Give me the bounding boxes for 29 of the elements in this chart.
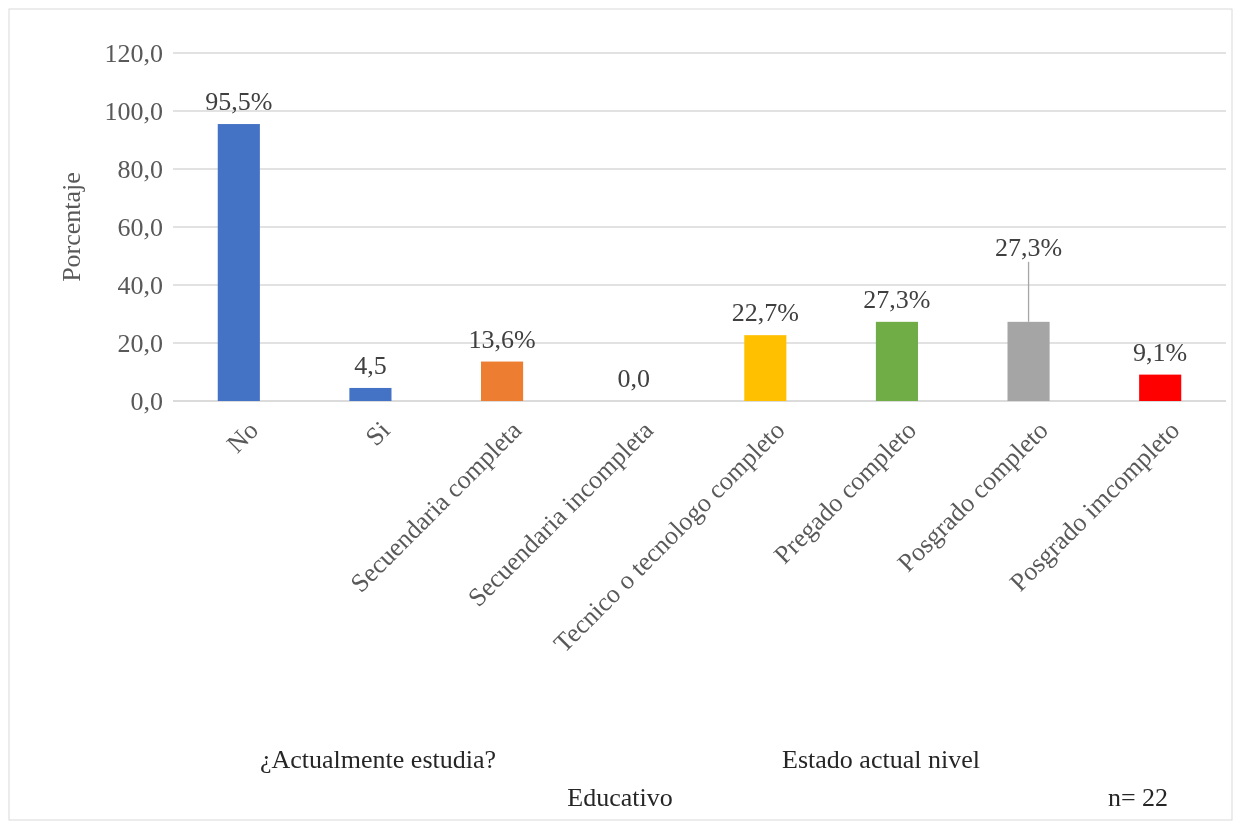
x-tick-label: No [220,415,264,459]
data-label: 13,6% [468,324,536,354]
text: Estado actual nivel [782,745,980,774]
data-label: 27,3% [863,284,931,314]
data-label: 27,3% [994,232,1063,262]
x-tick-label: Si [359,415,396,452]
data-label: 0,0 [617,364,650,393]
y-tick-label: 120,0 [104,39,163,69]
bar [875,321,918,401]
bar [217,124,260,401]
text: n= 22 [1107,783,1169,812]
y-tick-label: 80,0 [117,155,163,185]
bar [1007,321,1050,401]
bar [744,335,787,401]
data-label: 9,1% [1133,337,1188,367]
bar [349,387,392,401]
y-tick-label: 60,0 [117,213,163,243]
y-tick-label: 100,0 [104,97,163,127]
y-axis-title: Porcentaje [57,172,86,282]
y-tick-label: 40,0 [117,271,163,301]
text: ¿Actualmente estudia? [259,745,497,774]
bar [1139,374,1182,401]
data-label: 95,5% [205,87,273,117]
text: Educativo [567,783,673,812]
bar [481,361,524,401]
data-label: 4,5 [354,350,387,380]
y-tick-label: 0,0 [130,387,163,417]
data-label: 22,7% [731,298,799,328]
y-tick-label: 20,0 [117,329,163,359]
